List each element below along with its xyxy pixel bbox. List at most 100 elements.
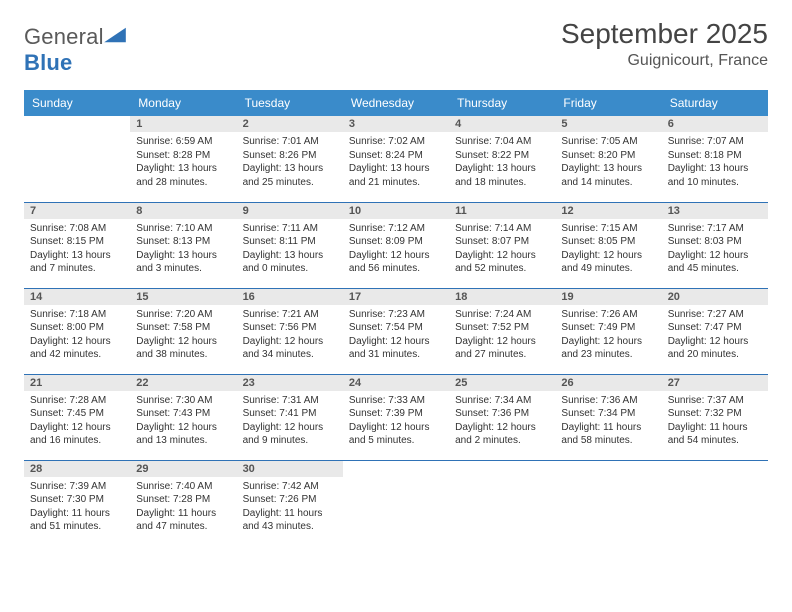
day-number: 15 [130,289,236,305]
day-info: Sunrise: 7:24 AMSunset: 7:52 PMDaylight:… [455,308,549,362]
day-info: Sunrise: 7:31 AMSunset: 7:41 PMDaylight:… [243,394,337,448]
sunset-text: Sunset: 7:28 PM [136,493,230,507]
daylight-text: Daylight: 12 hours and 27 minutes. [455,335,549,362]
sunrise-text: Sunrise: 7:11 AM [243,222,337,236]
calendar-day-cell: 15 Sunrise: 7:20 AMSunset: 7:58 PMDayligh… [130,288,236,374]
calendar-day-cell: 26Sunrise: 7:36 AMSunset: 7:34 PMDayligh… [555,374,661,460]
day-number: 23 [237,375,343,391]
day-info: Sunrise: 7:23 AMSunset: 7:54 PMDaylight:… [349,308,443,362]
day-number: 2 [237,116,343,132]
daylight-text: Daylight: 11 hours and 43 minutes. [243,507,337,534]
day-info: Sunrise: 7:27 AMSunset: 7:47 PMDaylight:… [668,308,762,362]
logo: General Blue [24,18,126,76]
daylight-text: Daylight: 12 hours and 23 minutes. [561,335,655,362]
daylight-text: Daylight: 12 hours and 42 minutes. [30,335,124,362]
sunset-text: Sunset: 7:58 PM [136,321,230,335]
sunset-text: Sunset: 8:24 PM [349,149,443,163]
calendar-day-cell: 18Sunrise: 7:24 AMSunset: 7:52 PMDayligh… [449,288,555,374]
sunset-text: Sunset: 8:18 PM [668,149,762,163]
sunrise-text: Sunrise: 6:59 AM [136,135,230,149]
sunset-text: Sunset: 8:26 PM [243,149,337,163]
calendar-day-cell: 25Sunrise: 7:34 AMSunset: 7:36 PMDayligh… [449,374,555,460]
day-number: 29 [130,461,236,477]
calendar-body: 1Sunrise: 6:59 AMSunset: 8:28 PMDaylight… [24,116,768,546]
day-info: Sunrise: 7:10 AMSunset: 8:13 PMDaylight:… [136,222,230,276]
sunrise-text: Sunrise: 7:20 AM [136,308,230,322]
day-number: 4 [449,116,555,132]
sunset-text: Sunset: 7:47 PM [668,321,762,335]
calendar-day-cell: 13Sunrise: 7:17 AMSunset: 8:03 PMDayligh… [662,202,768,288]
day-number: 24 [343,375,449,391]
day-number: 16 [237,289,343,305]
day-info: Sunrise: 7:05 AMSunset: 8:20 PMDaylight:… [561,135,655,189]
calendar-day-cell: 28Sunrise: 7:39 AMSunset: 7:30 PMDayligh… [24,460,130,546]
day-info: Sunrise: 7:07 AMSunset: 8:18 PMDaylight:… [668,135,762,189]
sunrise-text: Sunrise: 7:40 AM [136,480,230,494]
sunset-text: Sunset: 7:56 PM [243,321,337,335]
day-info: Sunrise: 7:11 AMSunset: 8:11 PMDaylight:… [243,222,337,276]
day-number: 14 [24,289,130,305]
daylight-text: Daylight: 11 hours and 54 minutes. [668,421,762,448]
sunrise-text: Sunrise: 7:08 AM [30,222,124,236]
daylight-text: Daylight: 13 hours and 18 minutes. [455,162,549,189]
daylight-text: Daylight: 12 hours and 56 minutes. [349,249,443,276]
daylight-text: Daylight: 13 hours and 0 minutes. [243,249,337,276]
calendar-day-cell: 17 Sunrise: 7:23 AMSunset: 7:54 PMDayligh… [343,288,449,374]
day-number: 7 [24,203,130,219]
sunrise-text: Sunrise: 7:14 AM [455,222,549,236]
calendar-day-cell [662,460,768,546]
calendar-day-cell: 21Sunrise: 7:28 AMSunset: 7:45 PMDayligh… [24,374,130,460]
day-number: 21 [24,375,130,391]
sunset-text: Sunset: 7:39 PM [349,407,443,421]
calendar-week-row: 1Sunrise: 6:59 AMSunset: 8:28 PMDaylight… [24,116,768,202]
day-info: Sunrise: 7:04 AMSunset: 8:22 PMDaylight:… [455,135,549,189]
calendar-week-row: 21Sunrise: 7:28 AMSunset: 7:45 PMDayligh… [24,374,768,460]
calendar-table: Sunday Monday Tuesday Wednesday Thursday… [24,90,768,546]
logo-triangle-icon [104,26,126,44]
day-info: Sunrise: 7:40 AMSunset: 7:28 PMDaylight:… [136,480,230,534]
weekday-header: Friday [555,90,661,116]
day-info: Sunrise: 7:36 AMSunset: 7:34 PMDaylight:… [561,394,655,448]
logo-text: General Blue [24,24,126,76]
calendar-day-cell: 14 Sunrise: 7:18 AMSunset: 8:00 PMDayligh… [24,288,130,374]
day-number: 30 [237,461,343,477]
day-number: 9 [237,203,343,219]
day-number: 5 [555,116,661,132]
day-number: 20 [662,289,768,305]
daylight-text: Daylight: 13 hours and 3 minutes. [136,249,230,276]
sunset-text: Sunset: 8:09 PM [349,235,443,249]
calendar-day-cell: 10Sunrise: 7:12 AMSunset: 8:09 PMDayligh… [343,202,449,288]
sunset-text: Sunset: 8:00 PM [30,321,124,335]
weekday-header: Monday [130,90,236,116]
sunset-text: Sunset: 7:49 PM [561,321,655,335]
daylight-text: Daylight: 12 hours and 16 minutes. [30,421,124,448]
sunrise-text: Sunrise: 7:02 AM [349,135,443,149]
daylight-text: Daylight: 13 hours and 25 minutes. [243,162,337,189]
sunset-text: Sunset: 8:13 PM [136,235,230,249]
daylight-text: Daylight: 13 hours and 14 minutes. [561,162,655,189]
daylight-text: Daylight: 11 hours and 58 minutes. [561,421,655,448]
calendar-day-cell: 27Sunrise: 7:37 AMSunset: 7:32 PMDayligh… [662,374,768,460]
sunrise-text: Sunrise: 7:36 AM [561,394,655,408]
sunrise-text: Sunrise: 7:17 AM [668,222,762,236]
weekday-header: Wednesday [343,90,449,116]
daylight-text: Daylight: 11 hours and 51 minutes. [30,507,124,534]
sunrise-text: Sunrise: 7:27 AM [668,308,762,322]
day-info: Sunrise: 7:33 AMSunset: 7:39 PMDaylight:… [349,394,443,448]
sunset-text: Sunset: 8:03 PM [668,235,762,249]
daylight-text: Daylight: 12 hours and 49 minutes. [561,249,655,276]
weekday-header: Saturday [662,90,768,116]
day-info: Sunrise: 7:14 AMSunset: 8:07 PMDaylight:… [455,222,549,276]
sunrise-text: Sunrise: 7:15 AM [561,222,655,236]
sunrise-text: Sunrise: 7:10 AM [136,222,230,236]
logo-word-blue: Blue [24,50,72,75]
day-number: 17 [343,289,449,305]
weekday-header: Thursday [449,90,555,116]
calendar-day-cell: 6Sunrise: 7:07 AMSunset: 8:18 PMDaylight… [662,116,768,202]
daylight-text: Daylight: 11 hours and 47 minutes. [136,507,230,534]
daylight-text: Daylight: 12 hours and 38 minutes. [136,335,230,362]
day-info: Sunrise: 7:18 AMSunset: 8:00 PMDaylight:… [30,308,124,362]
calendar-day-cell: 30Sunrise: 7:42 AMSunset: 7:26 PMDayligh… [237,460,343,546]
calendar-day-cell: 19Sunrise: 7:26 AMSunset: 7:49 PMDayligh… [555,288,661,374]
sunrise-text: Sunrise: 7:31 AM [243,394,337,408]
